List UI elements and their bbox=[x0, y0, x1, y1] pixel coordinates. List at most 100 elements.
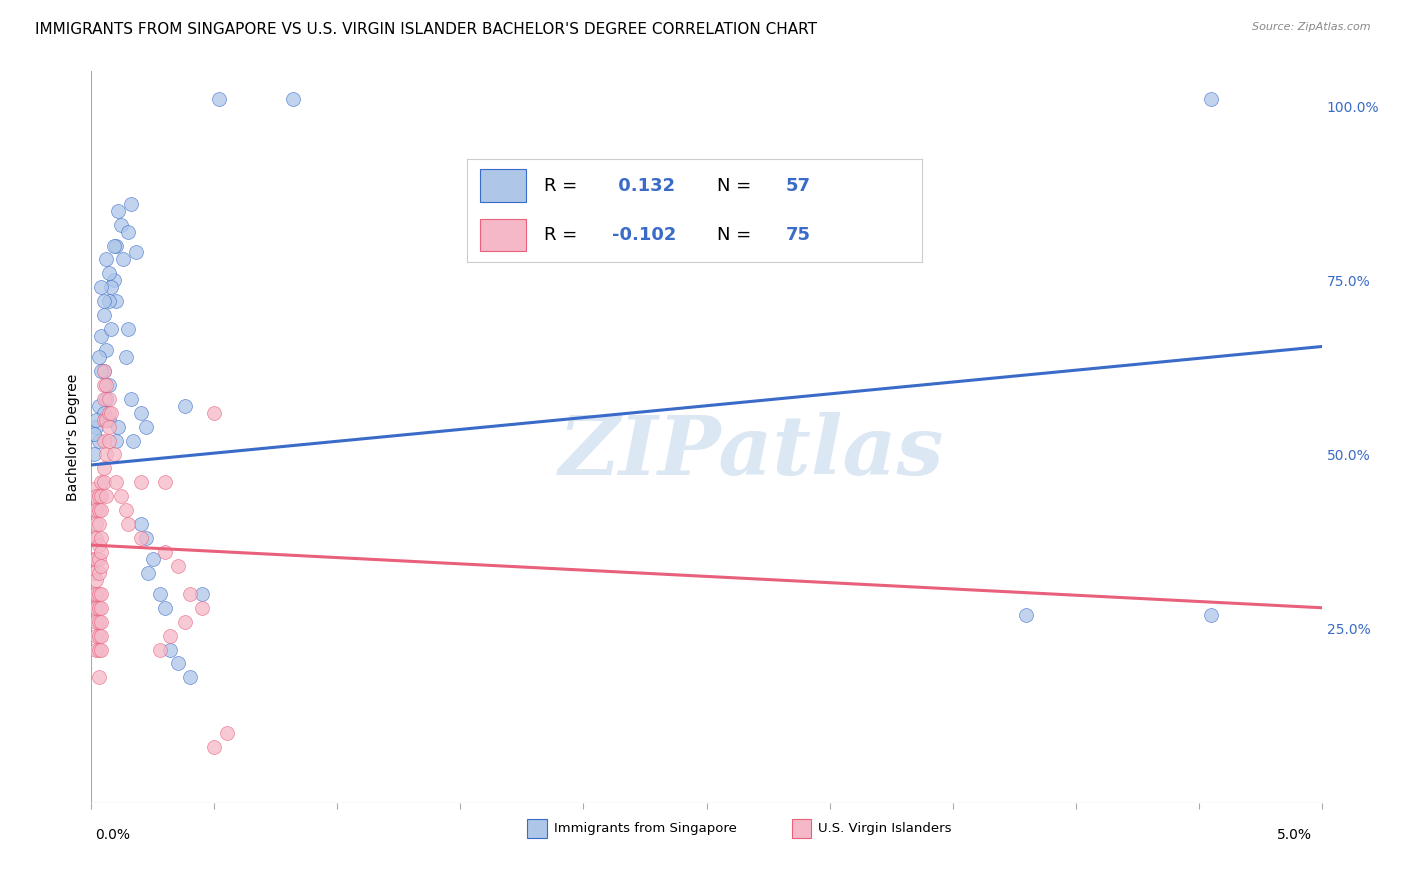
Point bbox=[87, 600, 110, 615]
Point bbox=[86, 419, 108, 434]
Point bbox=[103, 238, 125, 252]
Point bbox=[97, 419, 120, 434]
Point bbox=[93, 308, 115, 322]
Point bbox=[103, 273, 125, 287]
Point bbox=[86, 489, 108, 503]
Text: 5.0%: 5.0% bbox=[1277, 828, 1312, 842]
Point bbox=[117, 322, 139, 336]
Point bbox=[122, 434, 145, 448]
Point bbox=[87, 670, 110, 684]
Point bbox=[129, 475, 152, 490]
Point bbox=[153, 475, 177, 490]
Point bbox=[208, 92, 231, 106]
Y-axis label: Bachelor's Degree: Bachelor's Degree bbox=[66, 374, 80, 500]
Text: IMMIGRANTS FROM SINGAPORE VS U.S. VIRGIN ISLANDER BACHELOR'S DEGREE CORRELATION : IMMIGRANTS FROM SINGAPORE VS U.S. VIRGIN… bbox=[35, 22, 817, 37]
Point bbox=[93, 406, 115, 420]
Point bbox=[179, 587, 201, 601]
Text: U.S. Virgin Islanders: U.S. Virgin Islanders bbox=[818, 822, 952, 835]
Point bbox=[105, 238, 127, 252]
Point bbox=[87, 517, 110, 532]
FancyBboxPatch shape bbox=[792, 819, 811, 838]
Point bbox=[153, 545, 177, 559]
Point bbox=[90, 615, 112, 629]
Point bbox=[96, 343, 117, 357]
Point bbox=[112, 252, 135, 267]
Point bbox=[149, 642, 172, 657]
Point bbox=[83, 600, 105, 615]
Point bbox=[129, 406, 152, 420]
Point bbox=[83, 448, 105, 462]
Point bbox=[87, 489, 110, 503]
Point bbox=[124, 245, 148, 260]
Point bbox=[86, 531, 108, 545]
Point bbox=[100, 280, 122, 294]
Point bbox=[159, 629, 181, 643]
Point bbox=[117, 517, 139, 532]
Point bbox=[83, 587, 105, 601]
Point bbox=[105, 475, 127, 490]
Point bbox=[90, 280, 112, 294]
Point bbox=[86, 615, 108, 629]
Point bbox=[1199, 607, 1222, 622]
Point bbox=[97, 392, 120, 406]
Point bbox=[174, 399, 197, 413]
Point bbox=[142, 552, 165, 566]
Point bbox=[87, 434, 110, 448]
Point bbox=[1015, 607, 1038, 622]
Point bbox=[96, 412, 117, 426]
Point bbox=[86, 600, 108, 615]
Point bbox=[83, 483, 105, 497]
Point bbox=[110, 489, 132, 503]
Point bbox=[96, 489, 117, 503]
Point bbox=[149, 587, 172, 601]
Point bbox=[202, 406, 225, 420]
Point bbox=[83, 531, 105, 545]
Point bbox=[93, 475, 115, 490]
Point bbox=[93, 412, 115, 426]
Point bbox=[96, 377, 117, 392]
Point bbox=[191, 600, 214, 615]
Point bbox=[105, 294, 127, 309]
Point bbox=[83, 552, 105, 566]
Point bbox=[87, 566, 110, 580]
Point bbox=[90, 545, 112, 559]
Point bbox=[107, 203, 129, 218]
Point bbox=[96, 448, 117, 462]
Point bbox=[96, 252, 117, 267]
Point bbox=[86, 573, 108, 587]
Point bbox=[103, 448, 125, 462]
Point bbox=[87, 552, 110, 566]
Point bbox=[87, 615, 110, 629]
Point bbox=[100, 406, 122, 420]
Point bbox=[135, 531, 156, 545]
Point bbox=[86, 587, 108, 601]
Point bbox=[87, 587, 110, 601]
Point bbox=[159, 642, 181, 657]
Point bbox=[135, 419, 156, 434]
Point bbox=[90, 629, 112, 643]
Point bbox=[202, 740, 225, 755]
Point bbox=[215, 726, 238, 740]
Point bbox=[90, 489, 112, 503]
Point bbox=[83, 426, 105, 441]
Point bbox=[90, 364, 112, 378]
Point bbox=[93, 364, 115, 378]
Point bbox=[87, 503, 110, 517]
Text: ZIPatlas: ZIPatlas bbox=[558, 412, 945, 491]
Point bbox=[114, 503, 138, 517]
Text: 0.0%: 0.0% bbox=[96, 828, 131, 842]
Point bbox=[153, 600, 177, 615]
Point bbox=[281, 92, 305, 106]
Point bbox=[107, 419, 129, 434]
Point bbox=[1199, 92, 1222, 106]
Point bbox=[90, 600, 112, 615]
Point bbox=[174, 615, 197, 629]
Point bbox=[90, 503, 112, 517]
Point bbox=[87, 629, 110, 643]
Point bbox=[179, 670, 201, 684]
Point bbox=[83, 566, 105, 580]
Point bbox=[86, 503, 108, 517]
Point bbox=[90, 558, 112, 573]
Point bbox=[129, 531, 152, 545]
Point bbox=[86, 517, 108, 532]
